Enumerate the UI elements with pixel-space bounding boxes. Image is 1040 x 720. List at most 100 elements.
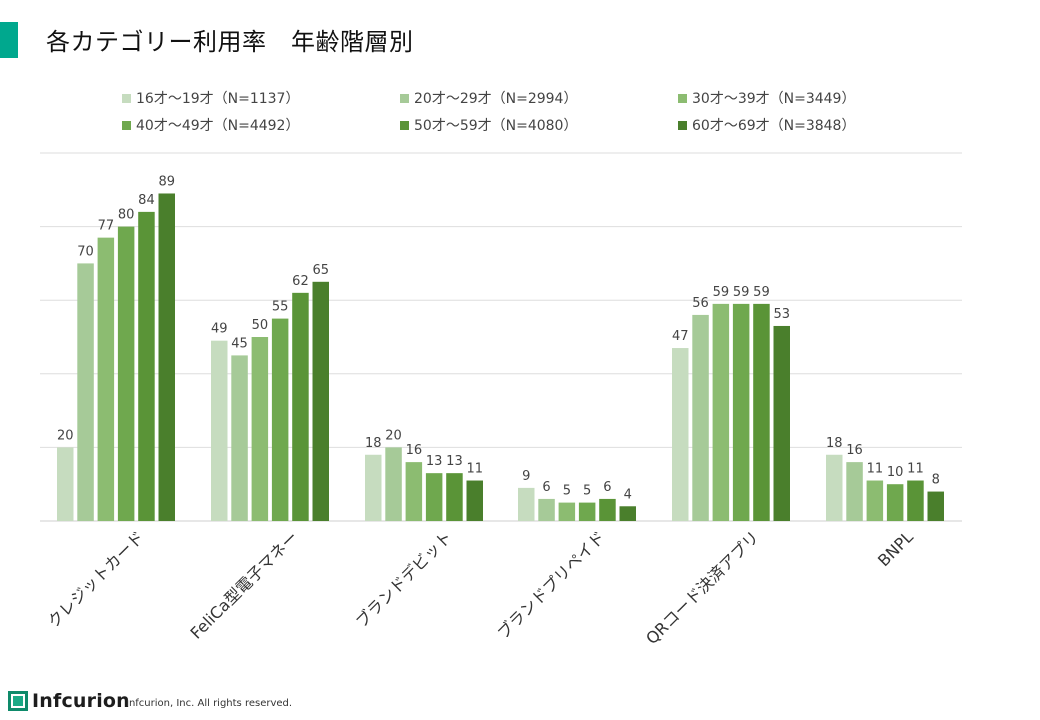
legend-swatch [400,120,409,130]
bar [158,193,175,522]
bar [578,502,596,521]
bar [538,498,555,521]
category-label: ブランドデビット [352,527,456,631]
bar [907,480,924,521]
bar [846,462,863,521]
bar [692,314,709,521]
bar [97,237,115,521]
data-label: 11 [867,462,884,477]
bar [753,303,770,521]
data-label: 13 [426,454,443,469]
legend-label: 50才〜59才（N=4080） [414,118,578,134]
category-label: クレジットカード [44,527,148,631]
company-logo: Infcurion [8,690,130,712]
infcurion-logo-icon [8,691,28,711]
data-label: 16 [406,443,423,458]
data-label: 59 [753,285,770,300]
legend-item: 20才〜29才（N=2994） [400,88,577,108]
category-label: BNPL [874,527,917,570]
title-accent-bar [0,22,18,58]
data-label: 5 [583,484,591,499]
legend-swatch [122,120,131,130]
legend-item: 50才〜59才（N=4080） [400,115,577,135]
data-label: 53 [773,307,790,322]
bar [425,473,443,521]
legend-swatch [678,93,687,103]
data-label: 84 [138,193,155,208]
data-label: 11 [907,462,924,477]
bar [619,506,636,521]
data-label: 20 [57,428,74,443]
data-label: 6 [542,480,550,495]
bar [385,447,402,521]
data-label: 56 [692,296,709,311]
bar [251,337,269,521]
legend-label: 40才〜49才（N=4492） [136,118,300,134]
bar [446,473,463,521]
logo-text: Infcurion [32,690,130,712]
data-label: 59 [733,285,750,300]
bar [866,480,884,521]
bar [365,454,382,521]
legend-item: 40才〜49才（N=4492） [122,115,299,135]
legend-swatch [122,93,131,103]
legend-label: 60才〜69才（N=3848） [692,118,856,134]
data-label: 10 [887,465,904,480]
data-label: 6 [603,480,611,495]
bar [558,502,576,521]
bar [518,487,535,521]
legend-swatch [678,120,687,130]
page-title: 各カテゴリー利用率 年齢階層別 [46,28,414,56]
data-label: 18 [826,436,843,451]
bar [773,325,790,521]
data-label: 20 [385,428,402,443]
bar [211,340,228,521]
bar [672,348,689,521]
legend-item: 30才〜39才（N=3449） [678,88,855,108]
data-label: 5 [563,484,571,499]
data-label: 59 [713,285,730,300]
bar [231,355,248,521]
data-label: 8 [932,473,940,488]
data-label: 13 [446,454,463,469]
bar [826,454,843,521]
legend-item: 60才〜69才（N=3848） [678,115,855,135]
legend-label: 20才〜29才（N=2994） [414,91,578,107]
legend-label: 30才〜39才（N=3449） [692,91,856,107]
data-label: 18 [365,436,382,451]
bar [886,484,904,521]
data-label: 50 [252,318,269,333]
category-label: FeliCa型電子マネー [187,527,302,642]
data-label: 45 [231,336,248,351]
bar [712,303,730,521]
bar [77,263,94,521]
legend-label: 16才〜19才（N=1137） [136,91,300,107]
bar [927,491,944,521]
data-label: 65 [312,263,329,278]
bar [732,303,750,521]
data-label: 55 [272,300,289,315]
bar [57,447,74,521]
category-label: QRコード決済アプリ [642,527,763,648]
data-label: 77 [98,219,115,234]
data-label: 70 [77,244,94,259]
copyright-text: Infcurion, Inc. All rights reserved. [126,698,293,709]
data-label: 9 [522,469,530,484]
data-label: 80 [118,208,135,223]
bar [599,498,616,521]
data-label: 49 [211,322,228,337]
bar [405,462,423,521]
category-label: ブランドプリペイド [494,527,609,642]
data-label: 16 [846,443,863,458]
data-label: 4 [624,487,632,502]
bar [138,211,155,521]
data-label: 89 [158,174,175,189]
bar [466,480,483,521]
data-label: 47 [672,329,689,344]
legend-item: 16才〜19才（N=1137） [122,88,299,108]
data-label: 11 [466,462,483,477]
legend-swatch [400,93,409,103]
bar [271,318,289,521]
bar [117,226,135,521]
